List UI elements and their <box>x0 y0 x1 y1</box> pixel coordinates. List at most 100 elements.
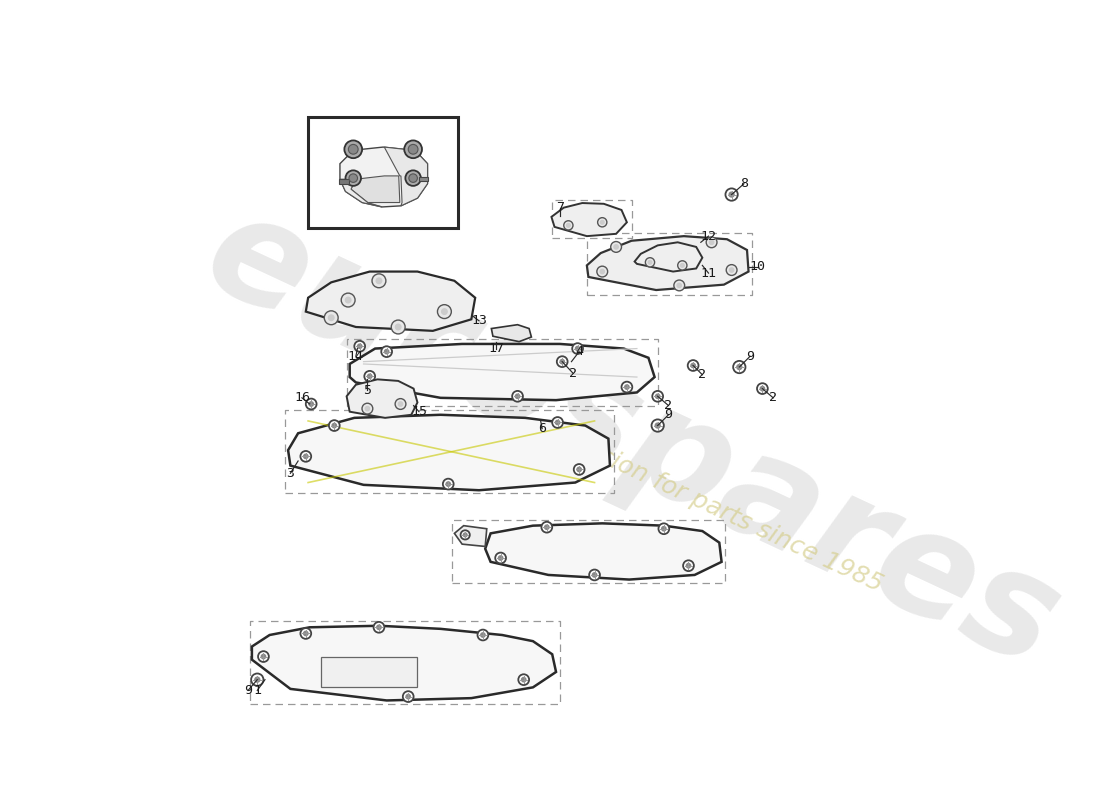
Circle shape <box>601 221 604 224</box>
Circle shape <box>477 630 488 640</box>
Circle shape <box>590 570 600 580</box>
Circle shape <box>686 563 691 568</box>
Circle shape <box>395 324 402 330</box>
Text: 2: 2 <box>698 368 706 382</box>
Text: 10: 10 <box>750 261 766 274</box>
Circle shape <box>729 268 734 272</box>
Polygon shape <box>351 176 399 202</box>
Polygon shape <box>454 526 486 546</box>
Circle shape <box>349 174 358 182</box>
Circle shape <box>372 274 386 288</box>
Circle shape <box>345 170 361 186</box>
Polygon shape <box>306 271 475 331</box>
Circle shape <box>683 560 694 571</box>
Circle shape <box>601 270 604 274</box>
Text: 12: 12 <box>701 230 716 242</box>
Circle shape <box>648 261 652 264</box>
Polygon shape <box>635 242 703 271</box>
Circle shape <box>760 386 764 390</box>
Polygon shape <box>252 626 556 701</box>
Circle shape <box>345 298 351 303</box>
Circle shape <box>364 371 375 382</box>
Text: 2: 2 <box>769 391 778 404</box>
Circle shape <box>332 423 337 428</box>
Circle shape <box>518 674 529 685</box>
Circle shape <box>625 385 629 390</box>
Bar <box>419 177 428 182</box>
Circle shape <box>329 315 334 321</box>
Circle shape <box>324 311 338 325</box>
Text: 5: 5 <box>363 384 372 397</box>
Polygon shape <box>485 523 722 579</box>
Circle shape <box>674 280 684 291</box>
Polygon shape <box>340 147 428 207</box>
Circle shape <box>557 356 568 367</box>
Circle shape <box>377 625 381 630</box>
Text: 6: 6 <box>538 422 547 435</box>
Circle shape <box>329 420 340 431</box>
Circle shape <box>541 522 552 533</box>
Circle shape <box>652 391 663 402</box>
Circle shape <box>659 523 669 534</box>
Text: a passion for parts since 1985: a passion for parts since 1985 <box>534 415 887 596</box>
Circle shape <box>463 533 467 537</box>
Circle shape <box>385 350 388 354</box>
Polygon shape <box>551 203 627 236</box>
Circle shape <box>255 677 260 682</box>
Circle shape <box>344 141 362 158</box>
Circle shape <box>621 382 632 393</box>
Polygon shape <box>587 236 749 290</box>
Circle shape <box>408 145 418 154</box>
Text: 16: 16 <box>294 391 310 404</box>
Circle shape <box>304 454 308 458</box>
Circle shape <box>678 283 681 287</box>
Circle shape <box>691 363 695 368</box>
Circle shape <box>262 654 265 658</box>
Text: 2: 2 <box>569 366 578 380</box>
Circle shape <box>443 478 453 490</box>
Circle shape <box>374 622 384 633</box>
Bar <box>339 178 349 184</box>
Text: 8: 8 <box>740 178 748 190</box>
Circle shape <box>575 346 580 350</box>
Circle shape <box>406 170 421 186</box>
Circle shape <box>376 278 382 283</box>
Polygon shape <box>346 379 418 418</box>
Circle shape <box>726 265 737 275</box>
Circle shape <box>251 674 264 686</box>
Text: 9: 9 <box>664 408 672 422</box>
Circle shape <box>398 402 403 406</box>
Circle shape <box>560 359 564 364</box>
Circle shape <box>300 451 311 462</box>
Text: 13: 13 <box>471 314 487 327</box>
Circle shape <box>349 145 359 154</box>
Circle shape <box>481 633 485 637</box>
Circle shape <box>362 403 373 414</box>
Circle shape <box>498 556 503 560</box>
Circle shape <box>710 240 714 245</box>
Polygon shape <box>321 657 418 687</box>
Text: 4: 4 <box>575 345 583 358</box>
Circle shape <box>365 406 370 410</box>
Circle shape <box>441 309 448 314</box>
Circle shape <box>578 467 581 472</box>
Circle shape <box>566 223 570 227</box>
Text: 1: 1 <box>253 684 262 697</box>
Circle shape <box>734 361 746 373</box>
Circle shape <box>646 258 654 267</box>
Text: 15: 15 <box>411 405 427 418</box>
Circle shape <box>614 245 618 249</box>
Circle shape <box>563 221 573 230</box>
Circle shape <box>574 464 584 475</box>
Text: 17: 17 <box>488 342 504 355</box>
Text: 9: 9 <box>244 684 252 697</box>
Circle shape <box>395 398 406 410</box>
Circle shape <box>656 423 660 428</box>
Circle shape <box>688 360 698 371</box>
Circle shape <box>495 553 506 563</box>
Circle shape <box>461 530 470 539</box>
Circle shape <box>406 694 410 698</box>
Circle shape <box>593 573 596 577</box>
Circle shape <box>572 343 583 354</box>
Circle shape <box>516 394 519 398</box>
